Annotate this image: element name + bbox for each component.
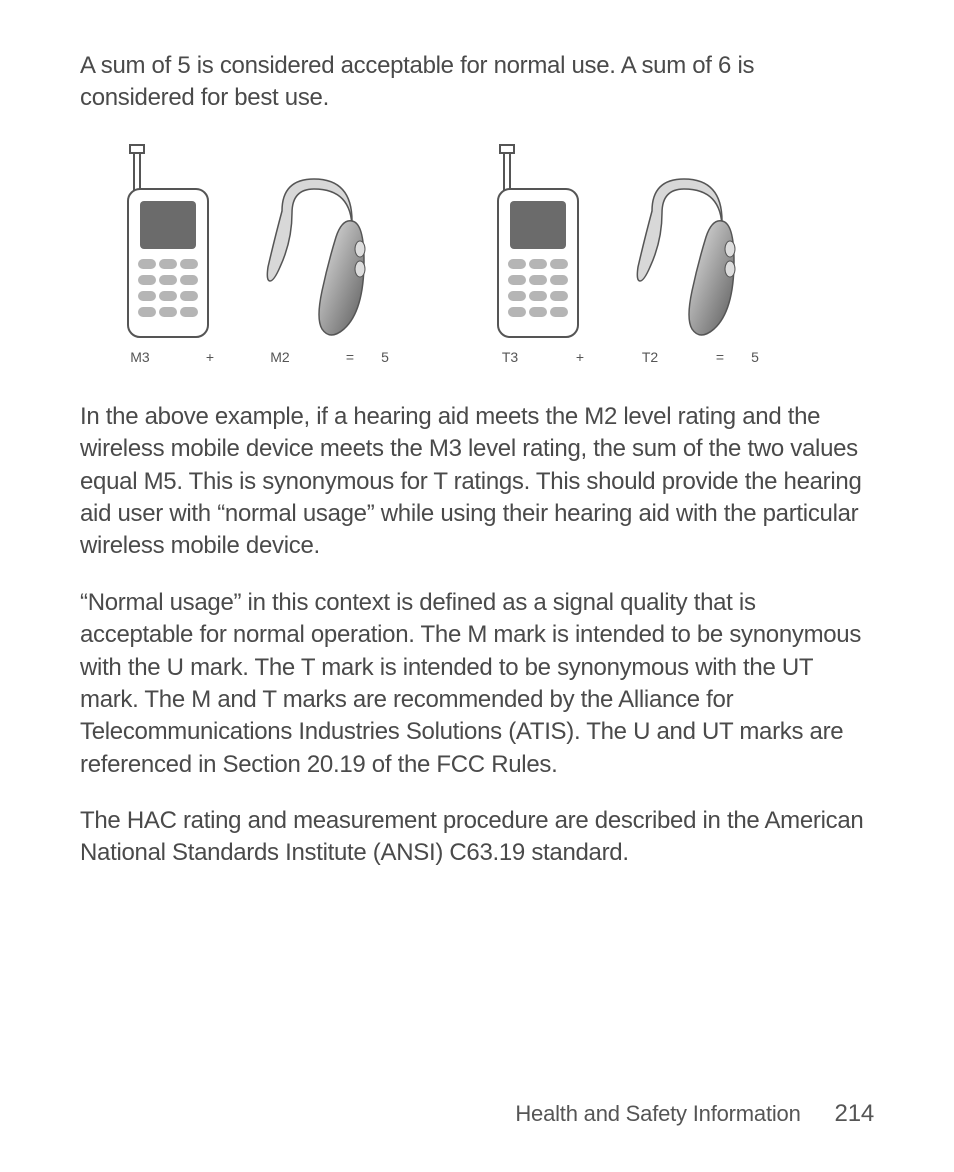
paragraph-hac: The HAC rating and measurement procedure…	[80, 805, 874, 870]
t-equation: T3 + T2 = 5	[460, 349, 770, 365]
t-aid-label: T2	[600, 349, 700, 365]
m-aid-label: M2	[230, 349, 330, 365]
hearing-aid-icon	[622, 171, 742, 341]
rating-diagram-row: M3 + M2 = 5	[80, 141, 874, 365]
paragraph-normal-usage: “Normal usage” in this context is define…	[80, 587, 874, 781]
phone-icon	[488, 141, 588, 341]
m-rating-group: M3 + M2 = 5	[90, 141, 400, 365]
equals-sign: =	[330, 349, 370, 365]
t-sum: 5	[740, 349, 770, 365]
plus-sign: +	[560, 349, 600, 365]
m-equation: M3 + M2 = 5	[90, 349, 400, 365]
page-footer: Health and Safety Information 214	[515, 1100, 874, 1128]
phone-icon	[118, 141, 218, 341]
m-phone-label: M3	[90, 349, 190, 365]
t-phone-label: T3	[460, 349, 560, 365]
plus-sign: +	[190, 349, 230, 365]
paragraph-intro: A sum of 5 is considered acceptable for …	[80, 50, 874, 115]
t-rating-group: T3 + T2 = 5	[460, 141, 770, 365]
equals-sign: =	[700, 349, 740, 365]
m-sum: 5	[370, 349, 400, 365]
hearing-aid-icon	[252, 171, 372, 341]
footer-page-number: 214	[835, 1100, 874, 1127]
paragraph-example: In the above example, if a hearing aid m…	[80, 401, 874, 563]
footer-section: Health and Safety Information	[515, 1101, 800, 1126]
